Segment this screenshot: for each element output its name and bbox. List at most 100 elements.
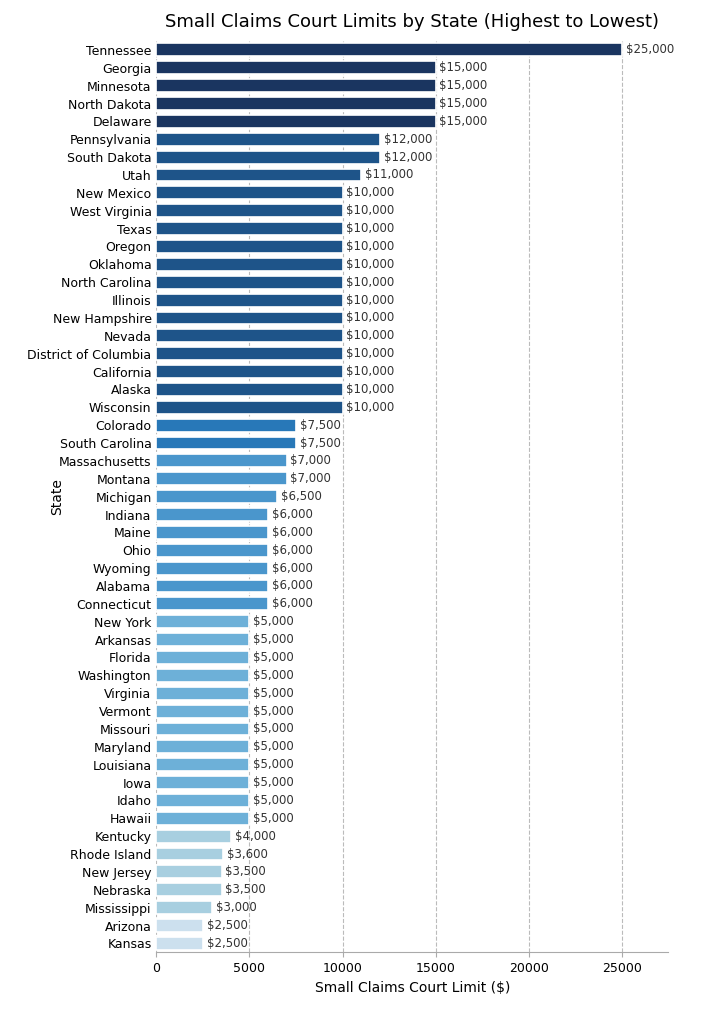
Bar bbox=[156, 43, 622, 56]
Bar bbox=[156, 169, 361, 181]
Bar bbox=[156, 669, 250, 682]
Bar bbox=[156, 562, 268, 574]
Text: $10,000: $10,000 bbox=[346, 311, 395, 325]
Bar bbox=[156, 901, 213, 914]
Text: $5,000: $5,000 bbox=[253, 687, 294, 699]
Text: $15,000: $15,000 bbox=[439, 79, 488, 92]
Bar bbox=[156, 294, 343, 306]
Bar bbox=[156, 848, 223, 860]
Text: $5,000: $5,000 bbox=[253, 812, 294, 824]
Text: $3,600: $3,600 bbox=[227, 848, 268, 860]
Text: $4,000: $4,000 bbox=[235, 829, 275, 843]
Bar bbox=[156, 419, 296, 431]
Bar bbox=[156, 937, 203, 950]
Bar bbox=[156, 311, 343, 325]
Bar bbox=[156, 597, 268, 610]
Text: $5,000: $5,000 bbox=[253, 651, 294, 664]
Text: $5,000: $5,000 bbox=[253, 776, 294, 790]
Text: $5,000: $5,000 bbox=[253, 705, 294, 718]
Text: $2,500: $2,500 bbox=[207, 919, 247, 932]
Text: $7,000: $7,000 bbox=[291, 472, 331, 485]
Text: $10,000: $10,000 bbox=[346, 275, 395, 289]
Bar bbox=[156, 115, 436, 128]
Bar bbox=[156, 580, 268, 593]
Bar bbox=[156, 61, 436, 74]
Text: $6,000: $6,000 bbox=[272, 526, 313, 539]
Text: $11,000: $11,000 bbox=[365, 169, 413, 181]
Text: $3,000: $3,000 bbox=[216, 901, 257, 914]
Bar bbox=[156, 687, 250, 699]
Text: $10,000: $10,000 bbox=[346, 186, 395, 200]
Bar bbox=[156, 205, 343, 217]
Text: $10,000: $10,000 bbox=[346, 347, 395, 360]
Text: $10,000: $10,000 bbox=[346, 222, 395, 236]
Text: $5,000: $5,000 bbox=[253, 633, 294, 646]
Text: $5,000: $5,000 bbox=[253, 794, 294, 807]
Bar bbox=[156, 651, 250, 664]
Bar bbox=[156, 829, 231, 843]
Bar bbox=[156, 740, 250, 754]
Bar bbox=[156, 758, 250, 771]
Text: $10,000: $10,000 bbox=[346, 365, 395, 378]
Text: $10,000: $10,000 bbox=[346, 258, 395, 270]
Bar bbox=[156, 812, 250, 824]
Bar bbox=[156, 455, 287, 467]
Text: $2,500: $2,500 bbox=[207, 937, 247, 950]
Text: $15,000: $15,000 bbox=[439, 97, 488, 110]
Bar bbox=[156, 705, 250, 718]
Text: $10,000: $10,000 bbox=[346, 383, 395, 396]
Bar bbox=[156, 383, 343, 396]
Text: $10,000: $10,000 bbox=[346, 294, 395, 306]
Bar bbox=[156, 97, 436, 110]
Title: Small Claims Court Limits by State (Highest to Lowest): Small Claims Court Limits by State (High… bbox=[166, 13, 659, 31]
Text: $3,500: $3,500 bbox=[225, 865, 266, 879]
Text: $12,000: $12,000 bbox=[383, 151, 432, 164]
Text: $7,500: $7,500 bbox=[300, 419, 341, 432]
Bar bbox=[156, 526, 268, 539]
Text: $10,000: $10,000 bbox=[346, 330, 395, 342]
Text: $5,000: $5,000 bbox=[253, 723, 294, 735]
Text: $6,500: $6,500 bbox=[281, 490, 322, 503]
Bar bbox=[156, 186, 343, 200]
Bar bbox=[156, 544, 268, 557]
Bar bbox=[156, 240, 343, 253]
Bar bbox=[156, 920, 203, 932]
Bar bbox=[156, 723, 250, 735]
Text: $7,000: $7,000 bbox=[291, 455, 331, 467]
Text: $3,500: $3,500 bbox=[225, 884, 266, 896]
Text: $5,000: $5,000 bbox=[253, 615, 294, 629]
Bar bbox=[156, 79, 436, 92]
X-axis label: Small Claims Court Limit ($): Small Claims Court Limit ($) bbox=[315, 981, 510, 994]
Text: $6,000: $6,000 bbox=[272, 561, 313, 574]
Bar bbox=[156, 865, 222, 879]
Text: $6,000: $6,000 bbox=[272, 580, 313, 593]
Text: $15,000: $15,000 bbox=[439, 61, 488, 75]
Text: $7,500: $7,500 bbox=[300, 436, 341, 450]
Bar bbox=[156, 330, 343, 342]
Bar bbox=[156, 615, 250, 628]
Bar bbox=[156, 222, 343, 236]
Text: $12,000: $12,000 bbox=[383, 133, 432, 145]
Text: $10,000: $10,000 bbox=[346, 400, 395, 414]
Bar bbox=[156, 794, 250, 807]
Text: $5,000: $5,000 bbox=[253, 758, 294, 771]
Bar bbox=[156, 633, 250, 646]
Bar bbox=[156, 436, 296, 450]
Bar bbox=[156, 490, 277, 503]
Text: $6,000: $6,000 bbox=[272, 597, 313, 610]
Text: $5,000: $5,000 bbox=[253, 740, 294, 754]
Bar bbox=[156, 472, 287, 485]
Text: $15,000: $15,000 bbox=[439, 115, 488, 128]
Text: $10,000: $10,000 bbox=[346, 240, 395, 253]
Bar bbox=[156, 151, 380, 164]
Bar bbox=[156, 508, 268, 521]
Bar bbox=[156, 275, 343, 289]
Bar bbox=[156, 776, 250, 788]
Text: $5,000: $5,000 bbox=[253, 669, 294, 682]
Text: $6,000: $6,000 bbox=[272, 544, 313, 557]
Text: $10,000: $10,000 bbox=[346, 204, 395, 217]
Bar bbox=[156, 347, 343, 360]
Bar bbox=[156, 400, 343, 414]
Bar bbox=[156, 258, 343, 270]
Text: $6,000: $6,000 bbox=[272, 508, 313, 521]
